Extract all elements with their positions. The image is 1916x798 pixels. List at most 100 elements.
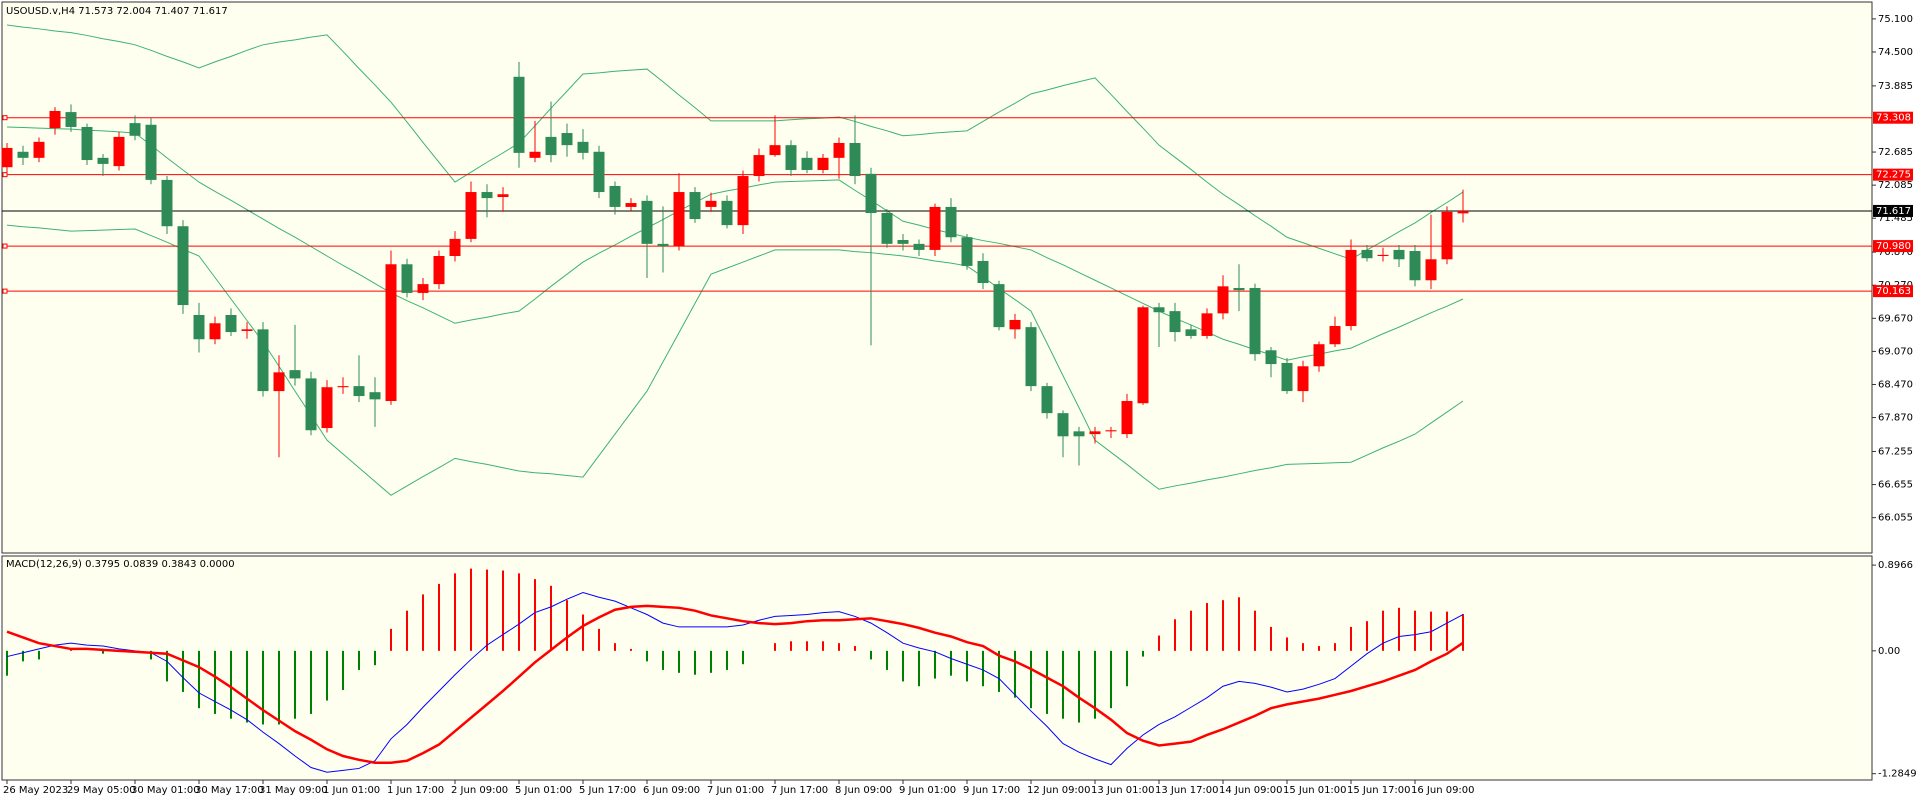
- candle-body: [737, 176, 749, 226]
- candle-body: [1057, 413, 1069, 437]
- candle-body: [1377, 254, 1389, 256]
- candle-body: [897, 240, 909, 244]
- level-label-box: [1873, 111, 1913, 124]
- candle-body: [177, 226, 189, 306]
- candle-body: [1329, 326, 1341, 345]
- y-tick-label: 73.885: [1878, 81, 1913, 92]
- candle-body: [193, 314, 205, 340]
- candle-body: [977, 260, 989, 284]
- candle-body: [1345, 249, 1357, 327]
- candle-body: [1089, 431, 1101, 435]
- x-tick-label: 6 Jun 09:00: [643, 785, 700, 796]
- x-tick-label: 8 Jun 09:00: [835, 785, 892, 796]
- macd-title: MACD(12,26,9) 0.3795 0.0839 0.3843 0.000…: [6, 559, 235, 570]
- candle-body: [81, 126, 93, 161]
- candle-body: [353, 386, 365, 397]
- price-panel: [1, 1, 1873, 554]
- candle-body: [577, 141, 589, 153]
- y-tick-label: 71.485: [1878, 213, 1913, 224]
- candle-body: [1425, 259, 1437, 281]
- candle-body: [529, 151, 541, 158]
- x-tick-label: 7 Jun 01:00: [707, 785, 764, 796]
- level-label-box: [1873, 204, 1913, 217]
- level-marker: [2, 243, 8, 249]
- y-tick-label: 69.670: [1878, 313, 1913, 324]
- candle-body: [1393, 249, 1405, 260]
- candle-body: [561, 133, 573, 146]
- candle-body: [1441, 211, 1453, 260]
- x-tick-label: 15 Jun 01:00: [1283, 785, 1347, 796]
- level-marker: [2, 288, 8, 294]
- candle-body: [945, 206, 957, 238]
- candle-body: [721, 200, 733, 226]
- candle-body: [1025, 327, 1037, 387]
- candle-body: [481, 192, 493, 199]
- candle-body: [881, 212, 893, 244]
- x-tick-label: 31 May 09:00: [259, 785, 328, 796]
- candle-body: [1233, 287, 1245, 291]
- candle-body: [321, 387, 333, 429]
- x-tick-label: 9 Jun 17:00: [963, 785, 1020, 796]
- candle-body: [129, 123, 141, 136]
- candle-body: [673, 192, 685, 247]
- candle-body: [209, 323, 221, 340]
- x-tick-label: 5 Jun 17:00: [579, 785, 636, 796]
- candle-body: [1121, 401, 1133, 435]
- candle-body: [769, 145, 781, 156]
- candle-body: [1313, 344, 1325, 367]
- candle-body: [993, 284, 1005, 328]
- candle-body: [913, 243, 925, 250]
- candle-body: [1281, 362, 1293, 392]
- candle-body: [497, 194, 509, 197]
- candle-body: [97, 157, 109, 164]
- candle-body: [337, 386, 349, 388]
- macd-line: [6, 591, 1464, 773]
- candle-body: [1217, 286, 1229, 314]
- candle-body: [1041, 386, 1053, 414]
- x-tick-label: 13 Jun 17:00: [1155, 785, 1219, 796]
- level-label: 73.308: [1876, 113, 1911, 124]
- y-tick-label: 0.8966: [1878, 560, 1913, 571]
- level-label-box: [1873, 240, 1913, 253]
- candle-body: [49, 110, 61, 129]
- candle-body: [1169, 311, 1181, 333]
- candle-body: [65, 112, 77, 127]
- price-title: USOUSD.v,H4 71.573 72.004 71.407 71.617: [6, 6, 228, 17]
- x-tick-label: 15 Jun 17:00: [1347, 785, 1411, 796]
- x-tick-label: 9 Jun 01:00: [899, 785, 956, 796]
- candle-body: [545, 136, 557, 156]
- x-tick-label: 5 Jun 01:00: [515, 785, 572, 796]
- y-tick-label: 68.470: [1878, 379, 1913, 390]
- candle-body: [609, 185, 621, 207]
- candle-body: [225, 314, 237, 333]
- candle-body: [689, 192, 701, 220]
- x-tick-label: 29 May 05:00: [67, 785, 136, 796]
- candle-body: [929, 206, 941, 250]
- y-tick-label: -1.2849: [1878, 769, 1916, 780]
- candle-body: [1185, 329, 1197, 336]
- y-tick-label: 72.085: [1878, 180, 1913, 191]
- candle-body: [241, 329, 253, 331]
- candle-body: [401, 264, 413, 293]
- y-tick-label: 66.655: [1878, 480, 1913, 491]
- x-tick-label: 30 May 17:00: [195, 785, 264, 796]
- candle-body: [625, 203, 637, 207]
- x-tick-label: 1 Jun 01:00: [323, 785, 380, 796]
- candle-body: [1297, 366, 1309, 392]
- candle-body: [1009, 319, 1021, 330]
- y-tick-label: 75.100: [1878, 14, 1913, 25]
- candle-body: [849, 142, 861, 177]
- bollinger-band: [6, 224, 1464, 496]
- candle-body: [145, 124, 157, 180]
- x-tick-label: 26 May 2023: [3, 785, 68, 796]
- candle-body: [513, 76, 525, 153]
- candle-body: [1073, 431, 1085, 437]
- candle-body: [257, 329, 269, 392]
- candle-body: [641, 200, 653, 244]
- x-tick-label: 13 Jun 01:00: [1091, 785, 1155, 796]
- candle-body: [833, 142, 845, 158]
- candle-body: [1249, 287, 1261, 355]
- y-tick-label: 67.870: [1878, 413, 1913, 424]
- candle-body: [1361, 249, 1373, 259]
